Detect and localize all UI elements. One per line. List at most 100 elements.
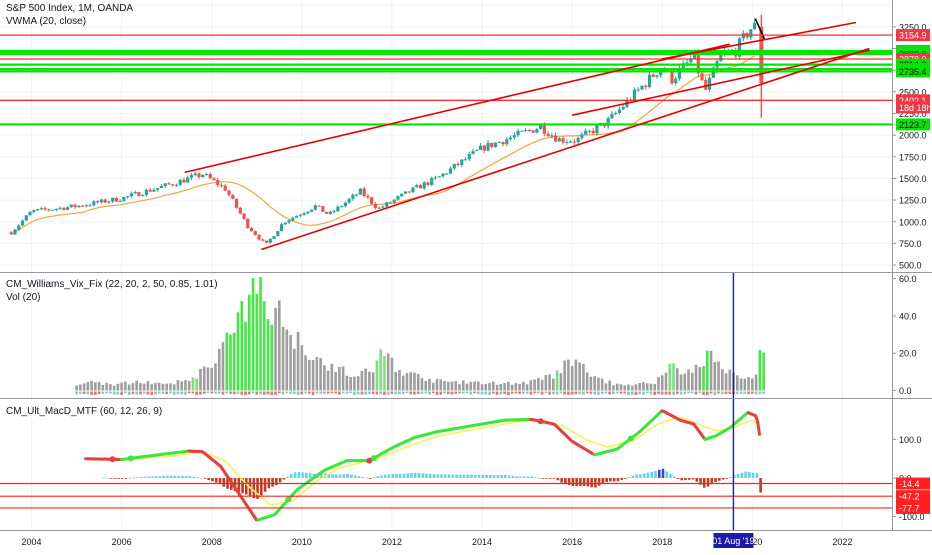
candle-body [385, 202, 388, 206]
macd-hist-bar [519, 476, 522, 478]
volume-bar [571, 392, 574, 395]
candle-body [648, 75, 651, 87]
candle-body [543, 125, 546, 133]
vix-bar [421, 378, 424, 390]
candle-body [374, 204, 377, 208]
volume-bar [608, 392, 611, 395]
vix-bar [143, 384, 146, 391]
candle-body [58, 208, 61, 209]
volume-bar [225, 392, 228, 394]
candle-body [104, 200, 107, 203]
macd-hist-bar [639, 474, 642, 478]
volume-bar [744, 392, 747, 394]
candle-body [535, 129, 538, 132]
macd-hist-bar [466, 475, 469, 478]
vix-bar [680, 374, 683, 390]
candle-body [453, 164, 456, 168]
vix-bar [192, 377, 195, 390]
vix-bar [218, 349, 221, 391]
vix-bar [98, 382, 101, 390]
volume-bar [668, 392, 671, 395]
volume-bar [327, 392, 330, 394]
vix-bar [473, 381, 476, 390]
macd-hist-bar [527, 476, 530, 477]
candle-body [670, 71, 673, 83]
macd-hist-bar [391, 474, 394, 478]
macd-hist-bar [444, 474, 447, 478]
candle-body [25, 215, 28, 220]
vix-bar [169, 383, 172, 390]
volume-title[interactable]: Vol (20) [6, 291, 218, 304]
candle-body [299, 215, 302, 216]
macd-hist-bar [117, 478, 120, 479]
volume-bar [331, 392, 334, 394]
vix-fix-title[interactable]: CM_Williams_Vix_Fix (22, 20, 2, 50, 0.85… [6, 278, 218, 291]
price-tick-label: 500.0 [899, 261, 922, 271]
volume-bar [507, 392, 510, 396]
candle-body [171, 184, 174, 185]
vix-bar [222, 342, 225, 390]
candle-body [209, 174, 212, 178]
volume-bar [424, 392, 427, 394]
macd-hist-bar [673, 476, 676, 478]
volume-bar [244, 392, 247, 396]
macd-hist-bar [144, 477, 147, 478]
vix-bar [210, 368, 213, 391]
volume-bar [319, 392, 322, 394]
volume-bar [376, 392, 379, 395]
candle-body [122, 197, 125, 201]
volume-bar [680, 392, 683, 395]
macd-hist-bar [189, 476, 192, 478]
vix-bar [631, 386, 634, 391]
candle-body [32, 210, 35, 212]
vix-bar [372, 372, 375, 390]
candle-body [224, 186, 227, 191]
volume-bar [683, 392, 686, 395]
macd-hist-bar [448, 474, 451, 478]
volume-bar [695, 392, 698, 395]
volume-bar [94, 392, 97, 395]
candle-body [381, 207, 384, 208]
symbol-title[interactable]: S&P 500 Index, 1M, OANDA [6, 2, 133, 15]
macd-hist-bar [380, 475, 383, 478]
macd-hist-bar [463, 475, 466, 478]
volume-bar [612, 392, 615, 394]
candle-body [588, 131, 591, 132]
volume-bar [496, 392, 499, 395]
macd-hist-bar [583, 478, 586, 486]
crosshair-date-label: 01 Aug '19 [712, 536, 754, 546]
volume-bar [638, 392, 641, 395]
macd-hist-bar [136, 477, 139, 478]
candle-body [652, 75, 655, 77]
macd-hist-bar [680, 478, 683, 480]
macd-hist-bar [155, 476, 158, 478]
volume-bar [439, 392, 442, 395]
macd-title[interactable]: CM_Ult_MacD_MTF (60, 12, 26, 9) [6, 405, 162, 418]
macd-hist-bar [624, 478, 627, 479]
vix-bar [286, 330, 289, 391]
macd-hist-bar [369, 478, 372, 479]
volume-bar [398, 392, 401, 395]
macd-cross-dot [538, 418, 544, 424]
candle-body [164, 183, 167, 186]
volume-bar [593, 392, 596, 395]
macd-hist-bar [106, 478, 109, 479]
time-tick-label: 2010 [292, 537, 312, 547]
vwma-study-title[interactable]: VWMA (20, close) [6, 15, 133, 28]
vix-bar [387, 353, 390, 390]
vix-bar [394, 372, 397, 391]
candle-body [265, 241, 268, 243]
vix-bar [165, 384, 168, 391]
vix-bar [744, 379, 747, 391]
macd-hist-bar [594, 478, 597, 488]
macd-hist-bar [628, 477, 631, 478]
macd-hist-bar [587, 478, 590, 486]
candle-body [595, 125, 598, 133]
vix-bar [492, 382, 495, 391]
candle-body [190, 175, 193, 177]
macd-hist-bar [346, 474, 349, 478]
price-tick-label: 1750.0 [899, 152, 927, 162]
volume-bar [409, 392, 412, 395]
